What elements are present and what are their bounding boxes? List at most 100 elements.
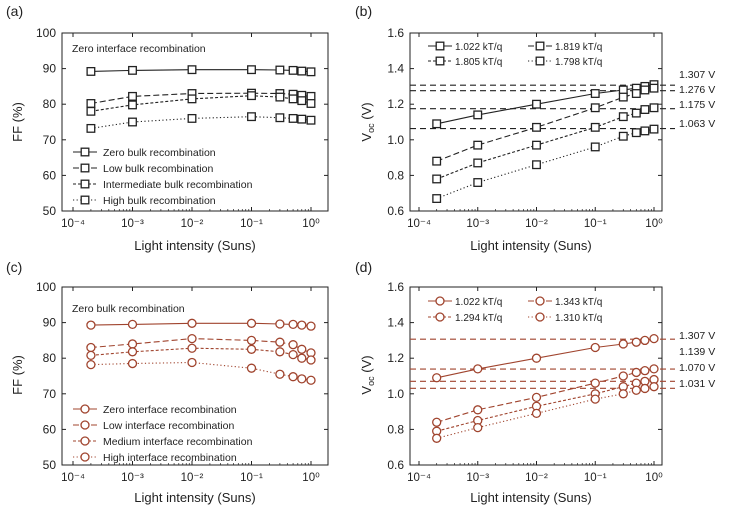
panel-d-legend-marker — [535, 312, 545, 322]
panel-d-ref-label: 1.139 V — [679, 346, 715, 358]
panel-a-data-point — [288, 113, 298, 123]
panel-d-data-point — [640, 366, 650, 376]
panel-b-data-point — [473, 110, 483, 120]
panel-b-data-point — [631, 89, 641, 98]
panel-b-data-point — [473, 178, 483, 187]
panel-c-data-point — [127, 339, 138, 349]
panel-d-legend: 1.022 kT/q 1.343 kT/q 1.294 kT/q 1.310 k… — [455, 297, 602, 324]
panel-a-data-point — [297, 66, 307, 76]
panel-a-data-point — [306, 91, 316, 101]
panel-c-data-point — [306, 321, 316, 331]
panel-d-xtick: 10⁻² — [525, 472, 548, 484]
panel-d-ytick: 1.6 — [387, 280, 404, 294]
panel-b-data-point — [649, 103, 659, 113]
panel-b-data-point — [432, 194, 442, 203]
panel-c-data-point — [127, 347, 138, 357]
panel-c-xtick: 10⁻² — [181, 472, 204, 484]
panel-d-ytick: 1.4 — [387, 316, 404, 330]
panel-d-yticks: 0.6 0.8 1.0 1.2 1.4 1.6 — [387, 280, 404, 472]
panel-b-data-point — [631, 108, 641, 118]
panel-a-legend-label: High bulk recombination — [103, 195, 216, 207]
panel-a-xtick: 10⁰ — [302, 218, 320, 230]
panel-a-data-point — [275, 92, 285, 102]
panel-d-data-point — [473, 364, 483, 374]
panel-c-legend-label: Medium interface recombination — [103, 436, 253, 448]
panel-b-ref-label: 1.276 V — [679, 84, 715, 96]
panel-a-xtick: 10⁻² — [181, 218, 204, 230]
panel-b-data-point — [432, 119, 442, 129]
panel-b-xlabel: Light intensity (Suns) — [470, 238, 591, 253]
panel-a-data-point — [187, 65, 197, 75]
panel-d-data-point — [432, 433, 442, 443]
panel-c-data-point — [127, 319, 138, 330]
panel-a-yticks: 50 60 70 80 90 100 — [36, 26, 56, 218]
panel-a-legend-marker — [80, 163, 90, 173]
panel-c-data-point — [288, 319, 298, 330]
panel-b-legend-label: 1.805 kT/q — [455, 57, 502, 68]
panel-c-data-point — [288, 340, 298, 350]
panel-d-ylabel: Voc (V) — [359, 355, 376, 394]
panel-b-xtick: 10⁻¹ — [584, 218, 607, 230]
panel-c-label: (c) — [6, 259, 22, 275]
panel-b-legend: 1.022 kT/q 1.819 kT/q 1.805 kT/q 1.798 k… — [455, 42, 602, 68]
panel-b-xticks: 10⁻⁴ 10⁻³ 10⁻² 10⁻¹ 10⁰ — [407, 218, 663, 230]
panel-d-ref-labels: 1.307 V 1.139 V 1.070 V 1.031 V — [679, 330, 715, 390]
panel-b-data-point — [618, 92, 628, 102]
panel-d-legend-marker — [535, 296, 545, 306]
panel-c-data-point — [127, 358, 138, 369]
panel-a-data-point — [128, 117, 137, 127]
panel-b-ytick: 1.2 — [387, 97, 404, 111]
panel-d-xtick: 10⁰ — [645, 472, 663, 484]
panel-b-xtick: 10⁻³ — [466, 218, 489, 230]
panel-d-ytick: 0.6 — [387, 458, 404, 472]
panel-c-xlabel: Light intensity (Suns) — [134, 490, 255, 505]
panel-c-data-point — [275, 319, 285, 329]
panel-d-data-point — [590, 378, 600, 388]
panel-a-legend-marker — [80, 179, 90, 189]
panel-c-data-point — [187, 343, 197, 353]
panel-a-ytick: 60 — [43, 168, 57, 182]
panel-b-ref-labels: 1.307 V 1.276 V 1.175 V 1.063 V — [679, 69, 715, 130]
panel-b-data-point — [590, 89, 600, 98]
panel-a-data-point — [187, 94, 197, 104]
panel-a-data-point — [86, 123, 96, 133]
panel-b-label: (b) — [355, 3, 372, 19]
panel-b-legend-marker — [535, 56, 545, 66]
panel-d-data-point — [432, 373, 442, 383]
panel-d-data-point — [640, 383, 650, 394]
panel-c-legend-marker — [80, 404, 90, 414]
panel-c-legend-marker — [80, 420, 90, 430]
panel-a-xtick: 10⁻¹ — [240, 218, 263, 230]
panel-d-data-point — [531, 408, 542, 419]
panel-a-label: (a) — [6, 3, 23, 19]
panel-a-data-point — [288, 65, 298, 75]
panel-b-data-point — [532, 122, 541, 132]
panel-c-data-point — [275, 369, 285, 379]
panel-a-xtick: 10⁻³ — [121, 218, 144, 230]
panel-b-series-line — [436, 128, 655, 200]
panel-b-ytick: 0.8 — [387, 168, 404, 182]
panel-c-series-line — [90, 361, 312, 381]
panel-c-ytick: 50 — [43, 458, 57, 472]
panel-c: (c) FF (%) Light intensity (Suns) Zero b… — [6, 259, 329, 505]
panel-b-xtick: 10⁻⁴ — [407, 218, 431, 230]
panel-c-data-point — [86, 359, 96, 370]
panel-a-data-point — [306, 115, 316, 125]
panel-c-data-point — [297, 320, 307, 330]
panel-a-frame — [61, 32, 329, 212]
panel-d-data-point — [618, 371, 628, 381]
panel-d-data-point — [590, 342, 600, 353]
panel-d-legend-marker — [435, 312, 445, 322]
panel-c-data-point — [288, 349, 298, 360]
panel-b-data-point — [532, 140, 541, 150]
panel-d-data-point — [531, 392, 542, 403]
panel-a-data-point — [187, 113, 197, 123]
panel-b-data-point — [432, 174, 442, 184]
panel-c-xtick: 10⁰ — [302, 472, 320, 484]
panel-d-legend-marker — [435, 296, 445, 306]
panel-a-legend-label: Intermediate bulk recombination — [103, 179, 253, 191]
panel-b-ylabel: Voc (V) — [359, 102, 376, 141]
panel-b-data-point — [618, 131, 628, 141]
panel-a-legend-marker — [80, 195, 90, 205]
